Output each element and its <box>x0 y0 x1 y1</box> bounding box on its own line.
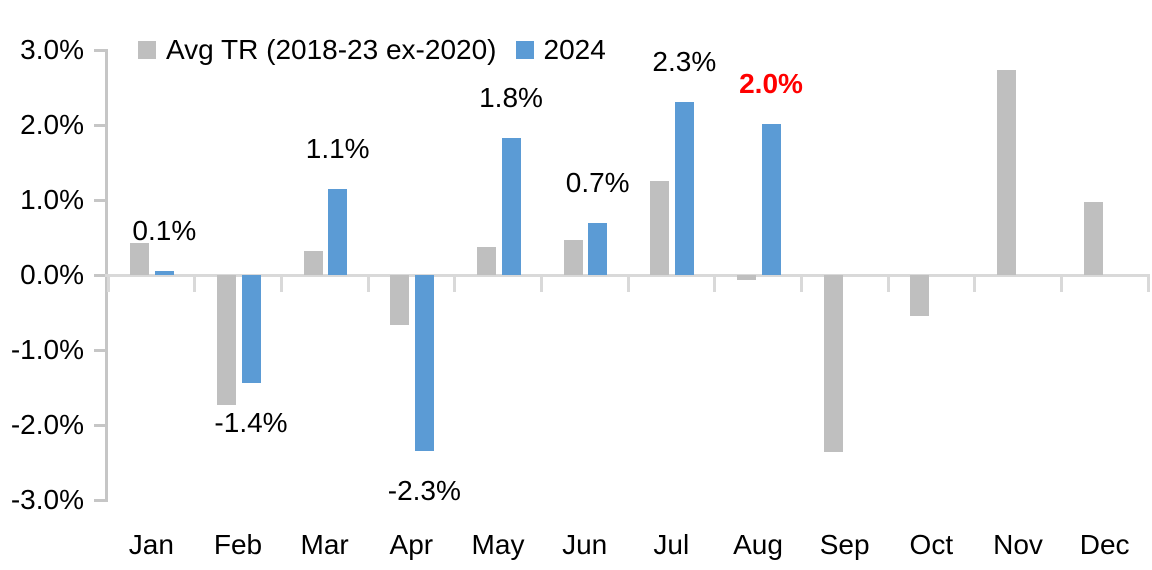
bar-avg-tr-jan <box>130 242 150 275</box>
chart-legend: Avg TR (2018-23 ex-2020) 2024 <box>138 36 606 64</box>
y-tick <box>94 424 108 427</box>
bar-avg-tr-sep <box>823 275 843 452</box>
x-axis-label-may: May <box>471 529 525 560</box>
y-tick-label: 2.0% <box>20 109 84 140</box>
y-tick <box>94 124 108 127</box>
x-axis-label-feb: Feb <box>213 529 263 560</box>
y-tick <box>94 349 108 352</box>
x-axis-label-dec: Dec <box>1079 529 1130 560</box>
y-tick <box>94 49 108 52</box>
bar-2024-feb <box>241 275 261 383</box>
bar-avg-tr-dec <box>1083 201 1103 275</box>
x-axis-label-jul: Jul <box>653 529 690 560</box>
bar-2024-jul <box>674 101 694 275</box>
x-tick <box>193 276 197 292</box>
x-axis-label-sep: Sep <box>819 529 870 560</box>
y-tick-label: -2.0% <box>10 409 84 440</box>
y-tick-label: 1.0% <box>20 184 84 215</box>
y-tick <box>94 274 108 277</box>
value-label-apr: -2.3% <box>387 475 461 507</box>
y-tick <box>94 199 108 202</box>
value-label-jul: 2.3% <box>652 45 717 77</box>
bar-avg-tr-apr <box>390 275 410 325</box>
value-label-mar: 1.1% <box>305 132 370 164</box>
value-label-feb: -1.4% <box>214 407 288 438</box>
x-axis-label-mar: Mar <box>300 529 349 560</box>
legend-swatch-2024-icon <box>515 41 534 59</box>
x-tick <box>366 276 370 292</box>
bar-avg-tr-mar <box>303 251 323 275</box>
x-tick <box>279 276 283 292</box>
value-label-jan: 0.1% <box>132 214 197 246</box>
x-tick <box>453 276 457 292</box>
legend-label-2024: 2024 <box>543 34 606 65</box>
x-tick <box>973 276 977 292</box>
legend-label-avg-tr: Avg TR (2018-23 ex-2020) <box>166 34 497 65</box>
value-label-may: 1.8% <box>479 81 543 113</box>
x-tick <box>539 276 543 292</box>
zero-line <box>105 274 1150 277</box>
x-tick <box>713 276 717 292</box>
y-tick-label: -1.0% <box>10 334 84 365</box>
bar-avg-tr-feb <box>217 275 236 405</box>
bar-2024-jan <box>154 270 174 275</box>
x-tick <box>886 276 890 292</box>
y-tick-label: 3.0% <box>20 34 84 65</box>
bar-2024-apr <box>414 275 434 452</box>
bar-avg-tr-nov <box>997 70 1016 275</box>
x-tick <box>106 276 110 292</box>
value-label-jun: 0.7% <box>565 166 630 198</box>
x-tick <box>626 276 630 292</box>
y-tick <box>94 499 108 502</box>
x-axis-label-oct: Oct <box>909 529 954 560</box>
y-tick-label: 0.0% <box>20 259 84 290</box>
x-tick <box>1146 276 1150 292</box>
x-axis-label-aug: Aug <box>733 529 783 560</box>
bar-avg-tr-jun <box>563 239 583 275</box>
bar-avg-tr-may <box>477 247 496 275</box>
legend-swatch-avg-tr-icon <box>138 41 156 59</box>
legend-item-avg-tr: Avg TR (2018-23 ex-2020) <box>138 36 497 64</box>
x-tick <box>1059 276 1063 292</box>
y-tick-label: -3.0% <box>10 484 84 515</box>
bar-avg-tr-jul <box>650 180 670 275</box>
bar-2024-jun <box>588 222 608 275</box>
bar-2024-mar <box>328 188 348 275</box>
x-axis-label-nov: Nov <box>993 529 1043 560</box>
legend-item-2024: 2024 <box>515 34 606 65</box>
bar-avg-tr-oct <box>910 275 930 316</box>
bar-avg-tr-aug <box>737 275 756 281</box>
x-axis-label-jan: Jan <box>128 529 174 560</box>
bar-2024-aug <box>761 123 781 275</box>
value-label-aug: 2.0% <box>739 67 803 99</box>
x-tick <box>799 276 803 292</box>
bar-2024-may <box>501 137 521 275</box>
x-axis-label-apr: Apr <box>389 529 434 560</box>
x-axis-label-jun: Jun <box>562 529 608 560</box>
